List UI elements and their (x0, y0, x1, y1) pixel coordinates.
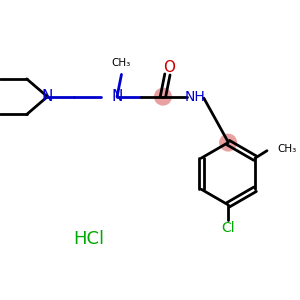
Text: CH₃: CH₃ (277, 144, 297, 154)
Text: N: N (111, 89, 123, 104)
Circle shape (155, 88, 171, 105)
Text: NH: NH (184, 90, 205, 104)
Text: Cl: Cl (221, 221, 235, 235)
Text: HCl: HCl (73, 230, 104, 248)
Text: O: O (163, 60, 175, 75)
Text: CH₃: CH₃ (112, 58, 131, 68)
Circle shape (220, 134, 236, 151)
Text: N: N (42, 89, 53, 104)
